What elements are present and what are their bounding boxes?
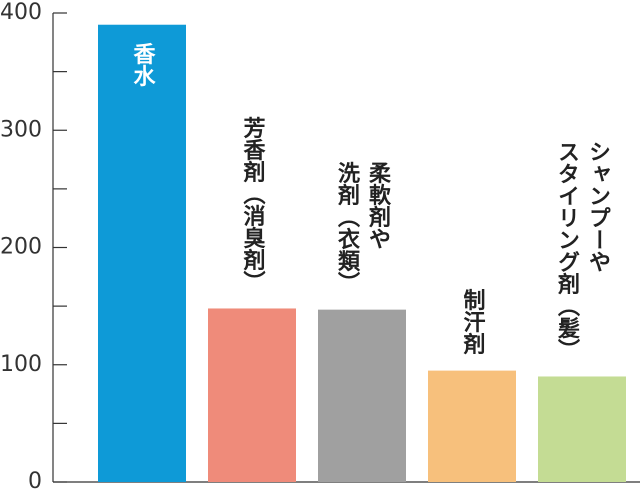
bar xyxy=(538,376,626,482)
y-tick-label: 100 xyxy=(0,352,42,377)
category-label: 洗剤（衣類） xyxy=(334,162,361,294)
bar xyxy=(98,24,186,482)
category-label: 柔軟剤や xyxy=(365,162,392,250)
bar xyxy=(208,308,296,482)
category-label: シャンプーや xyxy=(585,140,611,272)
category-label: 制汗剤 xyxy=(460,289,487,356)
y-tick-label: 400 xyxy=(0,0,42,25)
y-tick-label: 300 xyxy=(0,117,42,142)
bar xyxy=(428,370,516,482)
y-tick-label: 200 xyxy=(0,235,42,260)
bar xyxy=(318,309,406,482)
category-label: 香水 xyxy=(130,43,156,88)
category-label: スタイリング剤（髪） xyxy=(554,140,581,360)
y-tick-label: 0 xyxy=(28,469,42,493)
category-label: 芳香剤（消臭剤） xyxy=(240,116,267,292)
